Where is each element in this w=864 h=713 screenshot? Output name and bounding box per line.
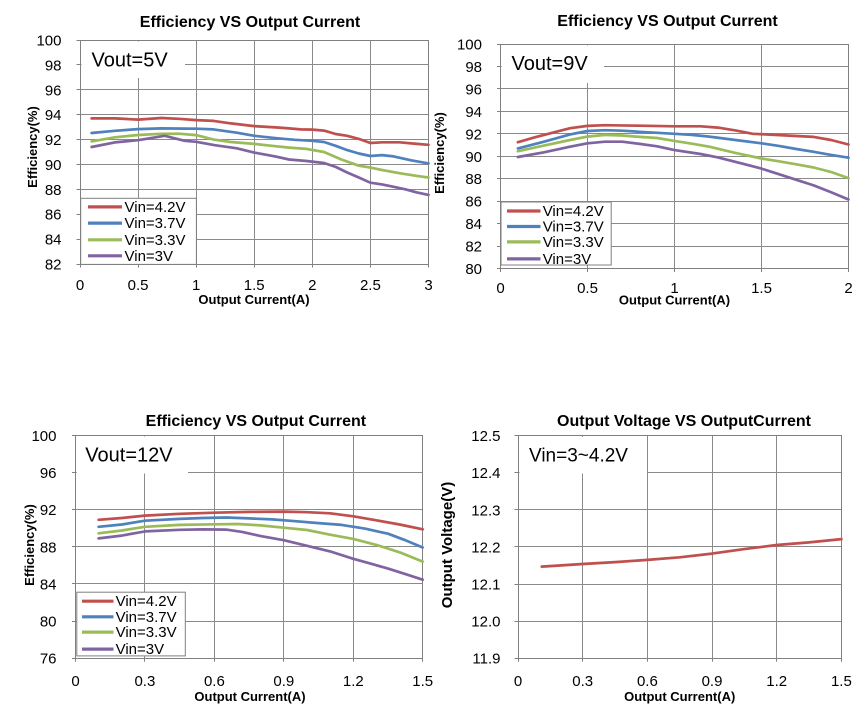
svg-text:12.1: 12.1	[471, 577, 500, 594]
svg-text:82: 82	[45, 257, 62, 274]
svg-text:100: 100	[31, 428, 56, 445]
svg-text:1: 1	[670, 280, 678, 297]
svg-text:0: 0	[71, 673, 79, 690]
svg-text:1.2: 1.2	[343, 673, 364, 690]
svg-text:0: 0	[514, 673, 522, 690]
svg-text:Vin=4.2V: Vin=4.2V	[543, 203, 604, 220]
svg-text:12.2: 12.2	[471, 539, 500, 556]
svg-text:0: 0	[496, 280, 504, 297]
svg-text:12.0: 12.0	[471, 614, 500, 631]
svg-text:0.5: 0.5	[577, 280, 598, 297]
svg-text:92: 92	[465, 126, 482, 143]
svg-text:100: 100	[36, 33, 61, 50]
svg-text:Output Current(A): Output Current(A)	[619, 293, 730, 308]
svg-text:96: 96	[40, 465, 57, 482]
svg-text:Efficiency VS Output Current: Efficiency VS Output Current	[146, 413, 367, 430]
svg-text:Vin=3.3V: Vin=3.3V	[125, 232, 186, 249]
svg-text:0.3: 0.3	[572, 673, 593, 690]
svg-text:Vin=3~4.2V: Vin=3~4.2V	[529, 446, 628, 467]
svg-text:88: 88	[465, 171, 482, 188]
svg-text:1.5: 1.5	[244, 277, 265, 294]
svg-text:Vout=12V: Vout=12V	[85, 445, 173, 467]
svg-text:Efficiency(%): Efficiency(%)	[432, 112, 447, 194]
svg-text:Output Current(A): Output Current(A)	[194, 689, 305, 704]
svg-text:Output Current(A): Output Current(A)	[624, 689, 735, 704]
svg-text:Vin=3.3V: Vin=3.3V	[116, 624, 177, 641]
svg-text:88: 88	[40, 539, 57, 556]
svg-text:1.5: 1.5	[412, 673, 433, 690]
svg-text:1: 1	[192, 277, 200, 294]
svg-text:12.4: 12.4	[471, 465, 500, 482]
svg-text:Vin=3.7V: Vin=3.7V	[116, 609, 177, 626]
svg-text:92: 92	[40, 502, 57, 519]
svg-text:Vin=3V: Vin=3V	[116, 641, 165, 658]
svg-text:86: 86	[45, 207, 62, 224]
svg-text:12.3: 12.3	[471, 502, 500, 519]
svg-text:Vin=3V: Vin=3V	[543, 251, 592, 268]
svg-text:86: 86	[465, 194, 482, 211]
svg-text:Vin=4.2V: Vin=4.2V	[125, 199, 186, 216]
svg-text:96: 96	[465, 81, 482, 98]
svg-text:0.3: 0.3	[134, 673, 155, 690]
svg-text:Output Current(A): Output Current(A)	[198, 292, 309, 307]
svg-text:84: 84	[40, 576, 57, 593]
svg-text:94: 94	[465, 104, 482, 121]
svg-text:1.5: 1.5	[751, 280, 772, 297]
svg-text:98: 98	[465, 59, 482, 76]
svg-text:Vin=3V: Vin=3V	[125, 248, 174, 265]
svg-text:92: 92	[45, 132, 62, 149]
svg-text:0.9: 0.9	[702, 673, 723, 690]
svg-text:2.5: 2.5	[360, 277, 381, 294]
svg-text:80: 80	[40, 614, 57, 631]
svg-text:Vin=3.7V: Vin=3.7V	[543, 219, 604, 236]
svg-text:Vin=3.7V: Vin=3.7V	[125, 215, 186, 232]
svg-text:2: 2	[844, 280, 852, 297]
svg-text:0.5: 0.5	[128, 277, 149, 294]
svg-text:12.5: 12.5	[471, 428, 500, 445]
svg-text:94: 94	[45, 107, 62, 124]
svg-text:Efficiency VS Output Current: Efficiency VS Output Current	[557, 13, 778, 30]
svg-text:Output Voltage(V): Output Voltage(V)	[439, 482, 456, 608]
svg-text:82: 82	[465, 239, 482, 256]
svg-text:0.9: 0.9	[273, 673, 294, 690]
svg-text:0.6: 0.6	[637, 673, 658, 690]
svg-text:1.5: 1.5	[831, 673, 852, 690]
svg-text:Output Voltage VS OutputCurren: Output Voltage VS OutputCurrent	[557, 413, 812, 430]
svg-text:76: 76	[40, 651, 57, 668]
svg-text:90: 90	[465, 149, 482, 166]
svg-text:0.6: 0.6	[204, 673, 225, 690]
svg-text:88: 88	[45, 182, 62, 199]
svg-text:80: 80	[465, 261, 482, 278]
svg-text:Vin=4.2V: Vin=4.2V	[116, 593, 177, 610]
svg-text:98: 98	[45, 57, 62, 74]
svg-text:84: 84	[465, 216, 482, 233]
svg-text:1.2: 1.2	[766, 673, 787, 690]
svg-text:Efficiency VS Output Current: Efficiency VS Output Current	[140, 14, 361, 31]
svg-text:11.9: 11.9	[472, 651, 500, 668]
svg-text:Vout=5V: Vout=5V	[92, 50, 169, 72]
svg-text:Efficiency(%): Efficiency(%)	[25, 106, 40, 188]
svg-text:100: 100	[457, 37, 482, 54]
svg-text:Vout=9V: Vout=9V	[512, 53, 589, 75]
svg-text:0: 0	[76, 277, 84, 294]
svg-text:3: 3	[424, 277, 432, 294]
svg-text:84: 84	[45, 232, 62, 249]
svg-text:96: 96	[45, 82, 62, 99]
svg-text:2: 2	[308, 277, 316, 294]
svg-text:Efficiency(%): Efficiency(%)	[22, 504, 37, 586]
svg-text:90: 90	[45, 157, 62, 174]
svg-text:Vin=3.3V: Vin=3.3V	[543, 234, 604, 251]
